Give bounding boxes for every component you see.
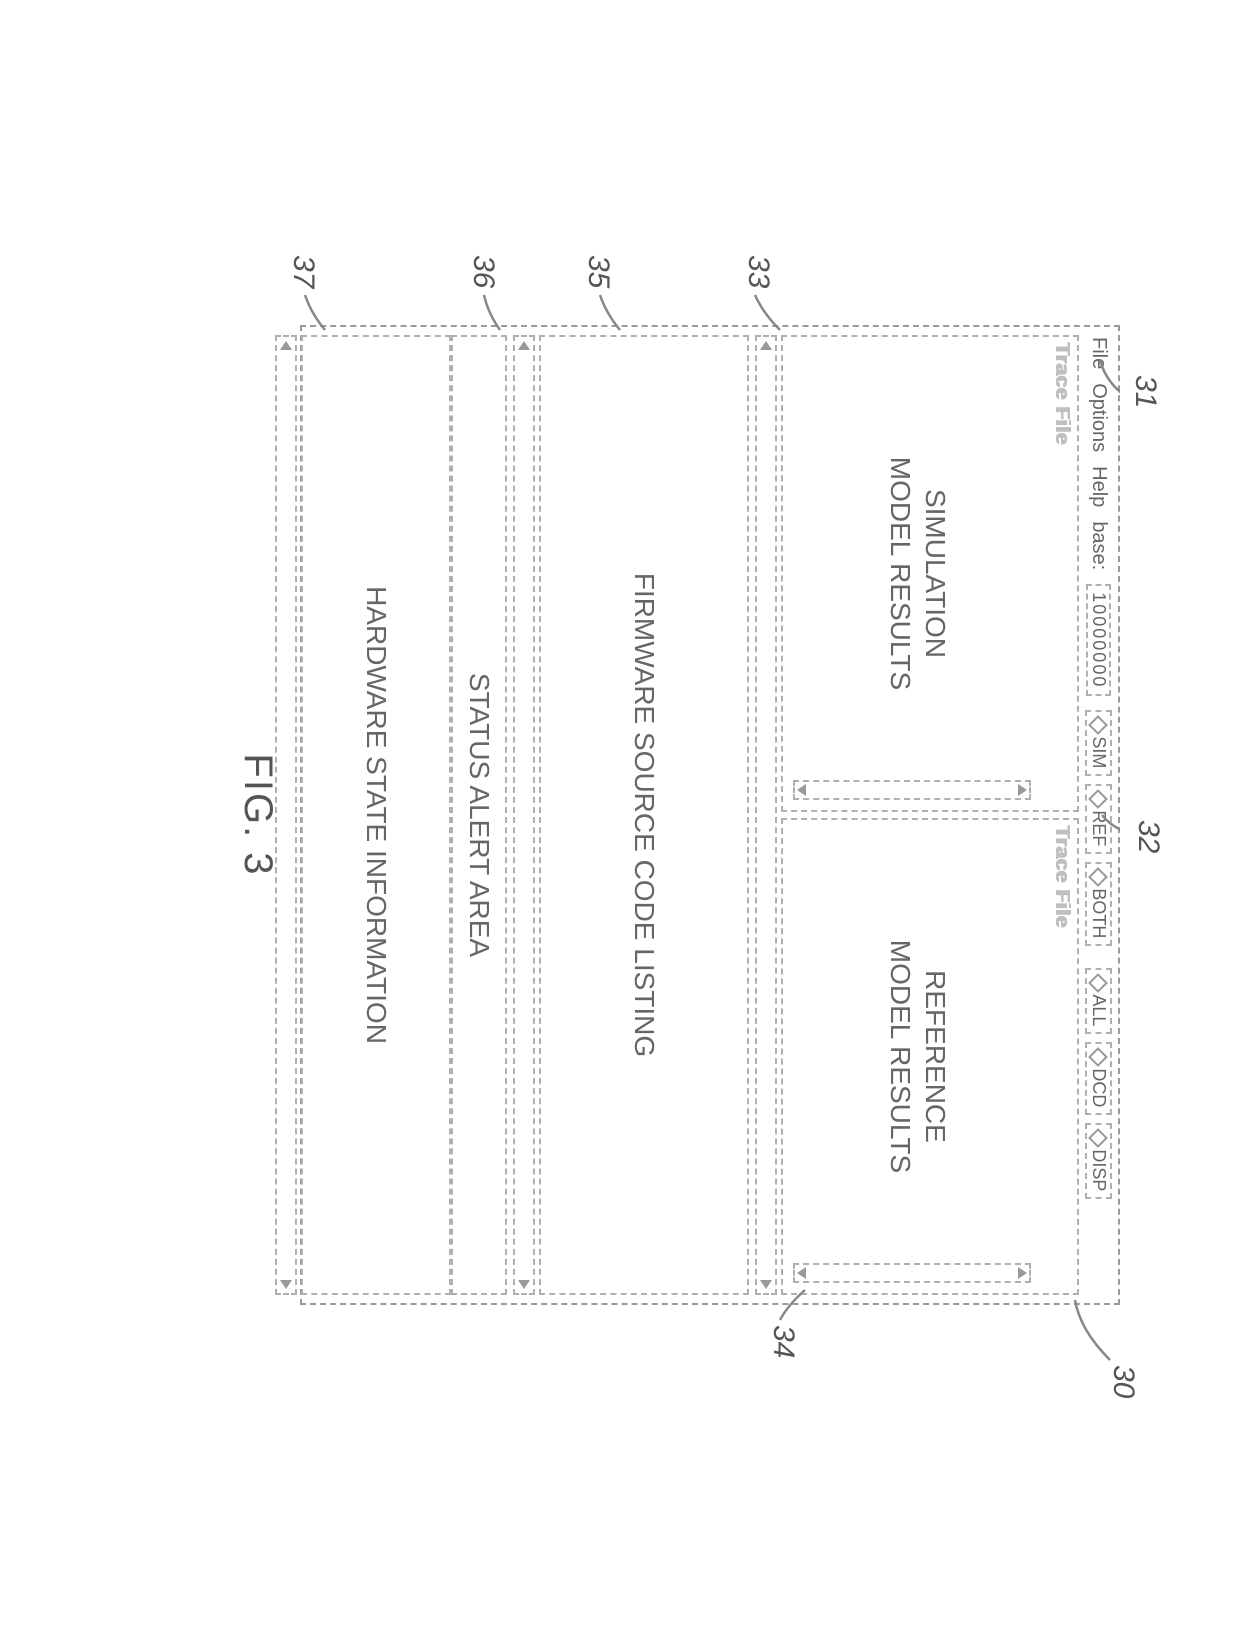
- toggle-both-label: BOTH: [1088, 888, 1109, 938]
- firmware-source-listing-panel: FIRMWARE SOURCE CODE LISTING: [539, 335, 749, 1295]
- toggle-disp[interactable]: DISP: [1085, 1123, 1112, 1199]
- toggle-all-label: ALL: [1088, 994, 1109, 1026]
- callout-34: 34: [766, 1325, 800, 1358]
- diamond-icon: [1089, 789, 1109, 809]
- diamond-icon: [1089, 715, 1109, 735]
- scroll-right-icon: [280, 1280, 292, 1289]
- toggle-ref-label: REF: [1088, 810, 1109, 846]
- ref-trace-file-label: Trace File: [1050, 826, 1073, 1287]
- firmware-label: FIRMWARE SOURCE CODE LISTING: [628, 573, 660, 1057]
- ref-panel-title: REFERENCE MODEL RESULTS: [884, 940, 954, 1173]
- rotated-wrapper: 30 File Options Help base: 10000000 SIM …: [120, 165, 1120, 1465]
- scroll-right-icon: [760, 1280, 772, 1289]
- toggle-both[interactable]: BOTH: [1085, 862, 1112, 946]
- menubar: File Options Help base: 10000000 SIM REF…: [1081, 327, 1118, 1303]
- firmware-horizontal-scrollbar[interactable]: [513, 335, 535, 1295]
- diamond-icon: [1089, 1048, 1109, 1068]
- callout-31: 31: [1128, 375, 1162, 408]
- scroll-down-icon: [797, 1267, 806, 1279]
- hardware-state-panel: HARDWARE STATE INFORMATION: [301, 335, 451, 1295]
- menu-help[interactable]: Help: [1087, 466, 1110, 507]
- ref-vertical-scrollbar[interactable]: [793, 1263, 1031, 1283]
- sim-vertical-scrollbar[interactable]: [793, 780, 1031, 800]
- scroll-right-icon: [518, 1280, 530, 1289]
- base-value-input[interactable]: 10000000: [1086, 584, 1111, 696]
- reference-results-panel: Trace File REFERENCE MODEL RESULTS: [781, 818, 1079, 1295]
- callout-36: 36: [466, 255, 500, 288]
- toggle-ref[interactable]: REF: [1085, 784, 1112, 854]
- toggle-group-right: ALL DCD DISP: [1085, 968, 1112, 1199]
- menu-file[interactable]: File: [1087, 337, 1110, 369]
- hardware-horizontal-scrollbar[interactable]: [275, 335, 297, 1295]
- ref-title-line1: REFERENCE: [921, 970, 952, 1143]
- sim-title-line2: MODEL RESULTS: [886, 457, 917, 690]
- callout-37: 37: [286, 255, 320, 288]
- toggle-dcd[interactable]: DCD: [1085, 1042, 1112, 1115]
- status-alert-area: STATUS ALERT AREA: [451, 335, 507, 1295]
- callout-30: 30: [1106, 1365, 1140, 1398]
- hardware-label: HARDWARE STATE INFORMATION: [360, 586, 392, 1044]
- base-label: base:: [1087, 521, 1110, 570]
- toggle-sim[interactable]: SIM: [1085, 710, 1112, 776]
- ref-title-line2: MODEL RESULTS: [886, 940, 917, 1173]
- scroll-up-icon: [1018, 1267, 1027, 1279]
- application-window: File Options Help base: 10000000 SIM REF…: [300, 325, 1120, 1305]
- scroll-down-icon: [797, 784, 806, 796]
- results-row: Trace File SIMULATION MODEL RESULTS Trac…: [781, 327, 1081, 1303]
- scroll-left-icon: [280, 341, 292, 350]
- diamond-icon: [1089, 1129, 1109, 1149]
- ref-panel-body: REFERENCE MODEL RESULTS: [789, 826, 1048, 1287]
- figure-area: 30 File Options Help base: 10000000 SIM …: [120, 165, 1120, 1465]
- toggle-dcd-label: DCD: [1088, 1068, 1109, 1107]
- diamond-icon: [1089, 867, 1109, 887]
- callout-32: 32: [1131, 820, 1165, 853]
- menu-options[interactable]: Options: [1087, 383, 1110, 452]
- sim-title-line1: SIMULATION: [921, 489, 952, 658]
- status-label: STATUS ALERT AREA: [463, 673, 495, 957]
- callout-35: 35: [581, 255, 615, 288]
- callout-33: 33: [741, 255, 775, 288]
- sim-trace-file-label: Trace File: [1050, 343, 1073, 804]
- results-horizontal-scrollbar[interactable]: [755, 335, 777, 1295]
- figure-caption: FIG. 3: [235, 165, 280, 1465]
- scroll-up-icon: [1018, 784, 1027, 796]
- scroll-left-icon: [518, 341, 530, 350]
- toggle-all[interactable]: ALL: [1085, 968, 1112, 1034]
- simulation-results-panel: Trace File SIMULATION MODEL RESULTS: [781, 335, 1079, 812]
- sim-panel-body: SIMULATION MODEL RESULTS: [789, 343, 1048, 804]
- scroll-left-icon: [760, 341, 772, 350]
- diamond-icon: [1089, 973, 1109, 993]
- toggle-group-left: SIM REF BOTH: [1085, 710, 1112, 946]
- sim-panel-title: SIMULATION MODEL RESULTS: [884, 457, 954, 690]
- toggle-disp-label: DISP: [1088, 1149, 1109, 1191]
- toggle-sim-label: SIM: [1088, 736, 1109, 768]
